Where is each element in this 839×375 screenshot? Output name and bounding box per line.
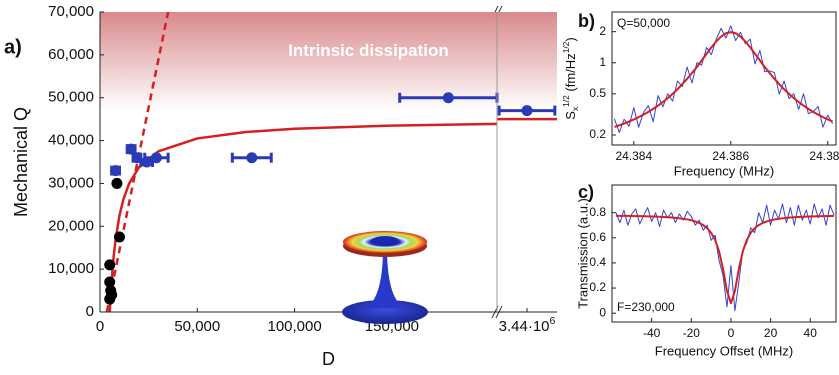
data-point xyxy=(246,152,258,164)
data-point xyxy=(113,231,125,243)
y-axis-label: Transmission (a.u.) xyxy=(575,198,590,309)
x-tick-label: 24.384 xyxy=(615,149,652,163)
data-point xyxy=(111,177,123,189)
y-tick-label: 0.5 xyxy=(589,86,606,100)
plot-area xyxy=(615,203,835,312)
annotation: Q=50,000 xyxy=(617,16,670,30)
y-label-part: x xyxy=(570,106,580,111)
fit-line xyxy=(615,214,835,305)
x-tick-label: 100,000 xyxy=(267,318,321,335)
annotation: F=230,000 xyxy=(617,300,675,314)
x-tick-label: 50,000 xyxy=(174,318,220,335)
panel-label: b) xyxy=(578,11,595,31)
y-tick-label: 0 xyxy=(599,305,606,319)
frame xyxy=(611,11,837,146)
y-axis-label: Mechanical Q xyxy=(11,107,31,217)
y-label-part: S xyxy=(563,111,578,120)
y-tick-label: 0.6 xyxy=(589,230,606,244)
data-point xyxy=(104,276,116,288)
y-tick-label: 2 xyxy=(599,24,606,38)
fit-line xyxy=(108,122,498,312)
data-point xyxy=(104,259,116,271)
y-tick-label: 0.4 xyxy=(589,255,606,269)
y-tick-label: 1 xyxy=(599,55,606,69)
data-point xyxy=(104,293,116,305)
y-tick-label: 0.2 xyxy=(589,280,606,294)
fit-line xyxy=(613,25,834,134)
x-tick-label: 24.388 xyxy=(809,149,839,163)
x-tick-label: 0 xyxy=(728,326,735,340)
fit-line xyxy=(615,203,835,312)
y-tick-label: 40,000 xyxy=(48,132,94,149)
x-tick-label: 3.44·106 xyxy=(499,315,556,335)
y-axis-label: Sx1/2 (fm/Hz1/2) xyxy=(561,37,580,119)
x-tick-label: 0 xyxy=(96,318,104,335)
region-label: Intrinsic dissipation xyxy=(288,41,449,60)
x-tick-label: 24.386 xyxy=(712,149,749,163)
panel-label: a) xyxy=(4,36,22,58)
dashed-line xyxy=(105,12,170,312)
frame xyxy=(611,184,837,323)
shaded-region xyxy=(100,12,557,111)
y-tick-label: 30,000 xyxy=(48,174,94,191)
data-point xyxy=(442,92,454,104)
y-label-part: 1/2 xyxy=(561,41,571,53)
x-tick-label: -20 xyxy=(683,326,701,340)
y-tick-label: 70,000 xyxy=(48,3,94,20)
y-tick-label: 0 xyxy=(86,303,94,320)
y-label-part: ) xyxy=(563,37,578,41)
y-tick-label: 10,000 xyxy=(48,260,94,277)
tick-label-sup: 6 xyxy=(550,315,556,327)
x-axis-label: D xyxy=(322,349,335,369)
plot-area xyxy=(613,25,834,134)
y-label-part: (fm/Hz xyxy=(563,53,578,95)
data-point xyxy=(125,143,137,155)
y-tick-label: 0.8 xyxy=(589,205,606,219)
tick-label-base: 3.44·10 xyxy=(499,318,550,335)
data-point xyxy=(110,165,122,177)
x-tick-label: 20 xyxy=(764,326,778,340)
x-tick-label: -40 xyxy=(643,326,661,340)
x-axis-label: Frequency Offset (MHz) xyxy=(655,343,793,358)
panel-label: c) xyxy=(578,182,594,202)
plot-area xyxy=(100,12,557,312)
y-tick-label: 60,000 xyxy=(48,46,94,63)
x-axis-label: Frequency (MHz) xyxy=(674,163,774,178)
y-label-part: 1/2 xyxy=(561,95,571,107)
y-tick-label: 50,000 xyxy=(48,89,94,106)
data-point xyxy=(521,105,533,117)
inset-render xyxy=(342,231,428,324)
data-point xyxy=(150,152,162,164)
fit-line xyxy=(614,31,834,128)
y-tick-label: 20,000 xyxy=(48,217,94,234)
y-tick-label: 0.2 xyxy=(589,127,606,141)
x-tick-label: 40 xyxy=(804,326,818,340)
